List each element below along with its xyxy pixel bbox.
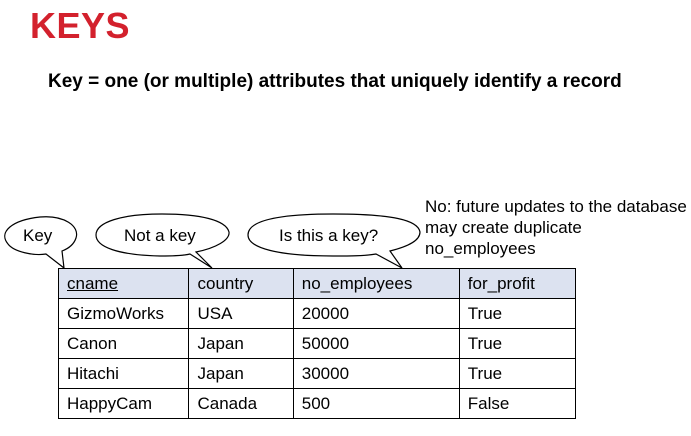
question-callout-bubble: [247, 213, 421, 269]
answer-note: No: future updates to the database may c…: [425, 197, 687, 258]
company-table: cname country no_employees for_profit Gi…: [57, 268, 577, 419]
column-header-cname: cname: [57, 268, 190, 299]
slide-title: KEYS: [30, 5, 131, 46]
table-row: Canon Japan 50000 True: [57, 328, 577, 359]
key-attribute-label: cname: [67, 273, 119, 293]
table-row: HappyCam Canada 500 False: [57, 388, 577, 419]
cell-no-employees: 50000: [292, 328, 460, 359]
cell-country: Japan: [188, 358, 294, 389]
cell-for-profit: True: [458, 358, 577, 389]
column-header-country: country: [188, 268, 294, 299]
cell-cname: Canon: [57, 328, 190, 359]
cell-for-profit: True: [458, 328, 577, 359]
column-header-no-employees: no_employees: [292, 268, 460, 299]
cell-country: Japan: [188, 328, 294, 359]
cell-cname: HappyCam: [57, 388, 190, 419]
cell-cname: GizmoWorks: [57, 298, 190, 329]
table-row: Hitachi Japan 30000 True: [57, 358, 577, 389]
key-definition: Key = one (or multiple) attributes that …: [48, 71, 622, 92]
cell-no-employees: 30000: [292, 358, 460, 389]
cell-cname: Hitachi: [57, 358, 190, 389]
key-callout-bubble: [4, 216, 78, 270]
table-row: GizmoWorks USA 20000 True: [57, 298, 577, 329]
column-header-for-profit: for_profit: [458, 268, 577, 299]
cell-for-profit: False: [458, 388, 577, 419]
cell-for-profit: True: [458, 298, 577, 329]
key-callout-label: Key: [23, 226, 53, 245]
not-key-callout-bubble: [95, 213, 230, 269]
cell-country: USA: [188, 298, 294, 329]
not-key-callout-label: Not a key: [124, 226, 196, 245]
question-callout-label: Is this a key?: [279, 226, 379, 245]
table-header-row: cname country no_employees for_profit: [57, 268, 577, 299]
cell-country: Canada: [188, 388, 294, 419]
cell-no-employees: 500: [292, 388, 460, 419]
cell-no-employees: 20000: [292, 298, 460, 329]
